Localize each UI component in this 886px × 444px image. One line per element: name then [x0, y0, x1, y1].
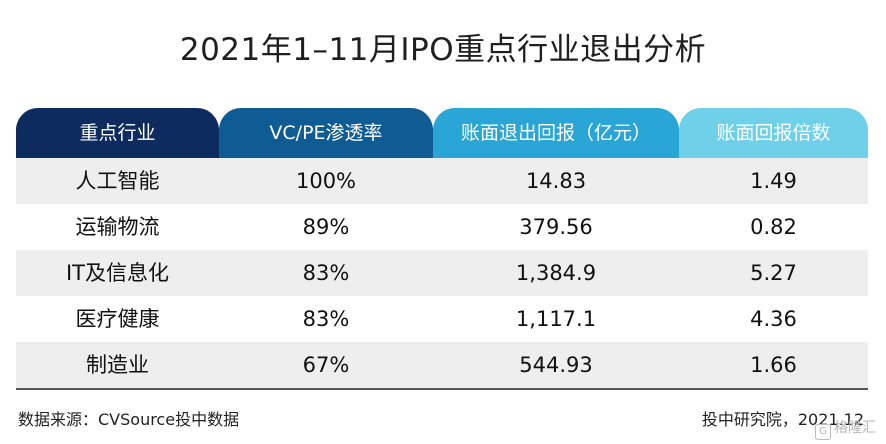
cell-return: 379.56	[519, 215, 593, 239]
table-row: 医疗健康 83% 1,117.1 4.36	[16, 296, 868, 342]
header-penetration: VC/PE渗透率	[219, 108, 433, 158]
header-multiple: 账面回报倍数	[679, 108, 868, 158]
cell-penetration: 100%	[295, 169, 357, 193]
cell-multiple: 0.82	[750, 215, 797, 239]
data-table: 重点行业 VC/PE渗透率 账面退出回报（亿元） 账面回报倍数 人工智能 100…	[16, 108, 868, 390]
table-row: IT及信息化 83% 1,384.9 5.27	[16, 250, 868, 296]
cell-penetration: 83%	[302, 307, 350, 331]
cell-multiple: 5.27	[750, 261, 797, 285]
watermark-text: 格隆汇	[834, 420, 876, 436]
header-return: 账面退出回报（亿元）	[433, 108, 679, 158]
cell-penetration: 83%	[302, 261, 350, 285]
watermark-logo-icon: G	[815, 424, 831, 440]
header-industry: 重点行业	[16, 108, 219, 158]
table-header: 重点行业 VC/PE渗透率 账面退出回报（亿元） 账面回报倍数	[16, 108, 868, 158]
cell-return: 14.83	[525, 169, 587, 193]
cell-multiple: 1.49	[750, 169, 797, 193]
table-row: 运输物流 89% 379.56 0.82	[16, 204, 868, 250]
cell-industry: IT及信息化	[65, 261, 170, 285]
cell-industry: 医疗健康	[75, 307, 160, 331]
chart-title: 2021年1–11月IPO重点行业退出分析	[179, 32, 707, 68]
cell-multiple: 1.66	[750, 353, 797, 377]
cell-return: 1,117.1	[515, 307, 597, 331]
cell-penetration: 67%	[302, 353, 350, 377]
watermark: G 格隆汇	[815, 417, 876, 440]
data-source-note: 数据来源：CVSource投中数据	[18, 410, 240, 429]
table-row: 人工智能 100% 14.83 1.49	[16, 158, 868, 204]
cell-return: 1,384.9	[515, 261, 597, 285]
cell-penetration: 89%	[302, 215, 350, 239]
table-row: 制造业 67% 544.93 1.66	[16, 342, 868, 390]
cell-return: 544.93	[519, 353, 593, 377]
cell-multiple: 4.36	[750, 307, 797, 331]
cell-industry: 人工智能	[75, 169, 160, 193]
cell-industry: 运输物流	[75, 215, 160, 239]
cell-industry: 制造业	[86, 353, 149, 377]
